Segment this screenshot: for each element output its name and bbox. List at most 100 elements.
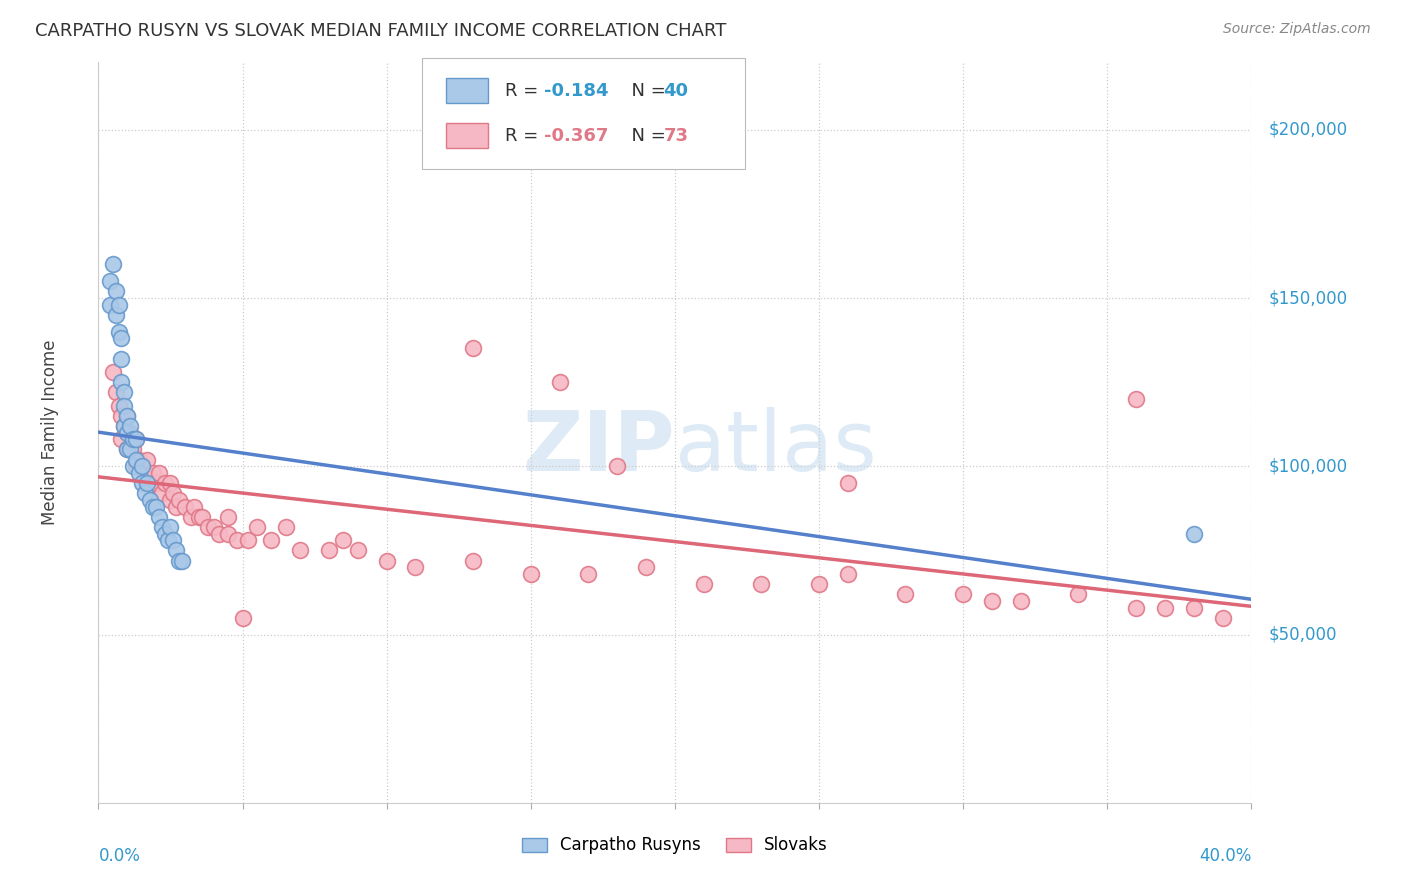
Point	[606, 459, 628, 474]
Point	[1125, 600, 1147, 615]
Point	[548, 375, 571, 389]
Point	[120, 425, 142, 440]
Text: 73: 73	[664, 127, 689, 145]
Point	[112, 385, 135, 400]
Point	[191, 509, 214, 524]
Point	[217, 526, 239, 541]
Point	[246, 520, 269, 534]
Point	[165, 500, 187, 514]
Point	[136, 452, 159, 467]
Point	[167, 553, 190, 567]
Text: 40: 40	[664, 82, 689, 100]
Point	[131, 459, 153, 474]
Point	[162, 486, 184, 500]
Point	[693, 577, 716, 591]
Point	[238, 533, 260, 548]
Point	[159, 492, 181, 507]
Point	[180, 509, 202, 524]
Point	[260, 533, 283, 548]
Point	[318, 543, 340, 558]
Point	[150, 486, 173, 500]
Point	[110, 375, 132, 389]
Point	[110, 351, 132, 366]
Point	[159, 476, 181, 491]
Text: 0.0%: 0.0%	[98, 847, 141, 865]
Point	[1154, 600, 1177, 615]
Text: $50,000: $50,000	[1268, 625, 1337, 643]
Point	[375, 553, 398, 567]
Point	[125, 459, 148, 474]
Text: CARPATHO RUSYN VS SLOVAK MEDIAN FAMILY INCOME CORRELATION CHART: CARPATHO RUSYN VS SLOVAK MEDIAN FAMILY I…	[35, 22, 727, 40]
Point	[167, 492, 190, 507]
Point	[751, 577, 773, 591]
Point	[225, 533, 247, 548]
Point	[128, 452, 150, 467]
Point	[107, 325, 129, 339]
Legend: Carpatho Rusyns, Slovaks: Carpatho Rusyns, Slovaks	[515, 830, 835, 861]
Point	[231, 610, 254, 624]
Point	[217, 509, 239, 524]
Point	[332, 533, 354, 548]
Point	[808, 577, 831, 591]
Text: R =: R =	[505, 82, 544, 100]
Point	[148, 466, 170, 480]
Point	[117, 409, 139, 423]
Point	[107, 298, 129, 312]
Point	[104, 385, 127, 400]
Text: N =: N =	[620, 127, 672, 145]
Point	[461, 553, 484, 567]
Text: N =: N =	[620, 82, 672, 100]
Point	[170, 553, 193, 567]
Text: $100,000: $100,000	[1268, 458, 1348, 475]
Point	[202, 520, 225, 534]
Point	[104, 285, 127, 299]
Point	[134, 486, 156, 500]
Point	[1067, 587, 1090, 601]
Point	[107, 399, 129, 413]
Point	[290, 543, 312, 558]
Point	[405, 560, 427, 574]
Text: R =: R =	[505, 127, 544, 145]
Point	[837, 476, 859, 491]
Point	[122, 442, 145, 457]
Point	[145, 500, 167, 514]
Point	[346, 543, 368, 558]
Point	[142, 466, 165, 480]
Point	[145, 476, 167, 491]
Point	[208, 526, 231, 541]
Point	[159, 520, 181, 534]
Point	[188, 509, 211, 524]
Point	[183, 500, 205, 514]
Point	[110, 433, 132, 447]
Point	[101, 257, 124, 271]
Point	[142, 500, 165, 514]
Point	[117, 442, 139, 457]
Text: Source: ZipAtlas.com: Source: ZipAtlas.com	[1223, 22, 1371, 37]
Point	[112, 418, 135, 433]
Text: -0.367: -0.367	[544, 127, 609, 145]
Point	[636, 560, 658, 574]
Point	[578, 566, 600, 581]
Point	[131, 476, 153, 491]
Text: atlas: atlas	[675, 407, 876, 488]
Point	[101, 365, 124, 379]
Point	[153, 526, 176, 541]
Point	[894, 587, 917, 601]
Point	[117, 442, 139, 457]
Point	[125, 452, 148, 467]
Point	[98, 298, 121, 312]
Text: ZIP: ZIP	[523, 407, 675, 488]
Point	[952, 587, 974, 601]
Point	[148, 509, 170, 524]
Point	[1182, 526, 1205, 541]
Point	[122, 459, 145, 474]
Point	[131, 459, 153, 474]
Point	[153, 476, 176, 491]
Point	[162, 533, 184, 548]
Point	[274, 520, 297, 534]
Point	[134, 466, 156, 480]
Point	[110, 331, 132, 345]
Point	[156, 533, 179, 548]
Point	[112, 399, 135, 413]
Point	[1212, 610, 1234, 624]
